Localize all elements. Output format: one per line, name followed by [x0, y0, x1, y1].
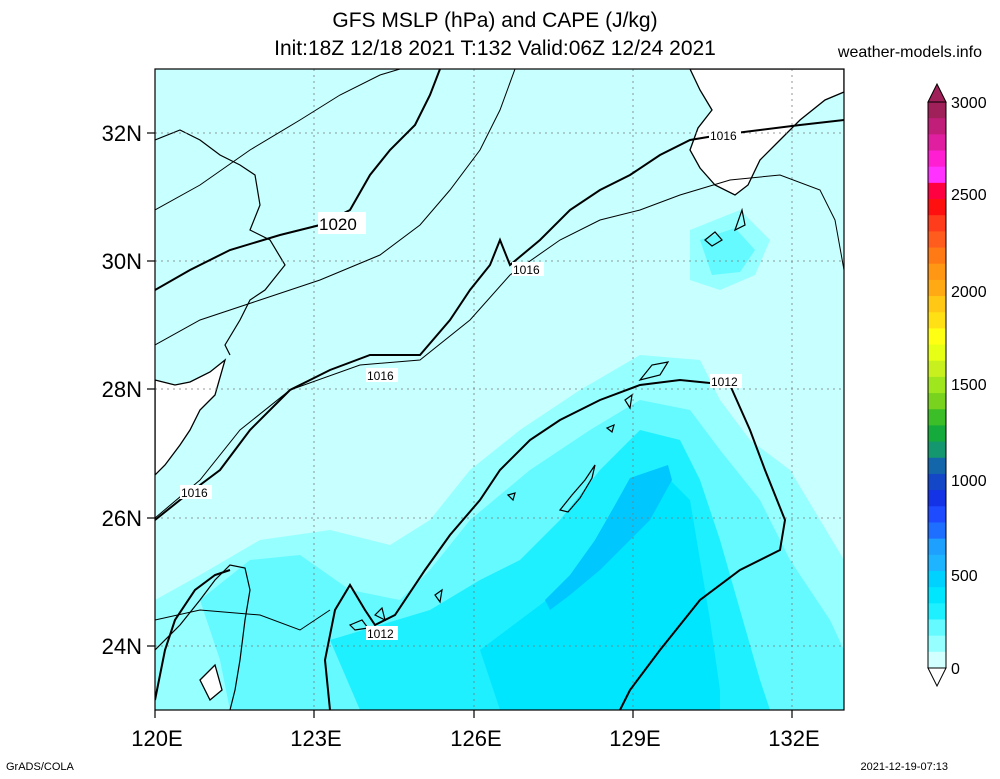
colorbar-segment	[928, 231, 946, 249]
colorbar-segment	[928, 409, 946, 426]
isobar-label-1016-c: 1016	[367, 369, 394, 383]
map-subtitle: Init:18Z 12/18 2021 T:132 Valid:06Z 12/2…	[274, 37, 716, 60]
land-taiwan-coast	[155, 564, 251, 710]
colorbar-segment	[928, 651, 946, 669]
isobar-label-1016-d: 1016	[181, 486, 208, 500]
colorbar-label-500: 500	[951, 568, 978, 585]
colorbar-label-1000: 1000	[951, 473, 987, 490]
colorbar-segment	[928, 263, 946, 281]
colorbar-segment	[928, 166, 946, 184]
lon-label-120e: 120E	[131, 726, 182, 751]
isobars-bold	[155, 69, 844, 710]
colorbar-segment	[928, 118, 946, 135]
colorbar-segment	[928, 150, 946, 168]
footer-credit: GrADS/COLA	[6, 761, 74, 773]
colorbar-min-arrow	[927, 667, 947, 688]
colorbar-segment	[928, 182, 946, 200]
colorbar-segment	[928, 587, 946, 604]
footer-timestamp: 2021-12-19-07:13	[860, 761, 948, 773]
lat-label-24n: 24N	[102, 634, 142, 659]
isobar-label-1020: 1020	[319, 215, 357, 234]
cape-shade-east-north2	[700, 228, 755, 275]
colorbar-label-0: 0	[951, 661, 960, 678]
axis-ticks	[147, 132, 793, 718]
cape-shade-max	[545, 465, 672, 610]
isobars-thin	[155, 69, 844, 631]
island-okinawa	[558, 464, 596, 513]
land-kyushu	[689, 69, 844, 196]
map-title: GFS MSLP (hPa) and CAPE (J/kg)	[332, 9, 658, 32]
colorbar-segment	[928, 328, 946, 346]
land-taiwan	[199, 663, 223, 702]
colorbar-segment	[928, 635, 946, 653]
island-amami	[638, 361, 670, 382]
isobar-label-1016-b: 1016	[513, 263, 540, 277]
colorbar-segment	[928, 215, 946, 232]
island-tanegashima	[704, 207, 746, 247]
colorbar-segment	[928, 570, 946, 588]
colorbar-label-2000: 2000	[951, 284, 987, 301]
land-china	[155, 358, 227, 476]
colorbar-segment	[928, 247, 946, 265]
colorbar-segment	[928, 296, 946, 313]
colorbar-segment	[928, 441, 946, 459]
colorbar-segment	[928, 344, 946, 362]
lon-label-129e: 129E	[609, 726, 660, 751]
colorbar-max-arrow	[927, 82, 947, 103]
colorbar-segment	[928, 473, 946, 491]
isobar-labels: 1020 1016 1016 1016 1016 1012 1012	[180, 128, 742, 641]
lat-label-30n: 30N	[102, 249, 142, 274]
lat-label-26n: 26N	[102, 506, 142, 531]
colorbar-segment	[928, 199, 946, 216]
lon-label-126e: 126E	[450, 726, 501, 751]
lon-label-123e: 123E	[290, 726, 341, 751]
colorbar-segment	[928, 376, 946, 394]
map-grid	[155, 69, 844, 710]
colorbar-segment	[928, 619, 946, 637]
colorbar-segment	[928, 312, 946, 329]
colorbar-segment	[928, 102, 946, 119]
latitude-labels: 32N 30N 28N 26N 24N	[102, 121, 142, 659]
colorbar-segment	[928, 279, 946, 297]
isobar-label-1016-a: 1016	[710, 129, 737, 143]
isobar-label-1012-b: 1012	[367, 627, 394, 641]
longitude-labels: 120E 123E 126E 129E 132E	[131, 726, 819, 751]
colorbar-segment	[928, 522, 946, 540]
colorbar-segment	[928, 506, 946, 523]
colorbar-label-1500: 1500	[951, 377, 987, 394]
colorbar-label-2500: 2500	[951, 187, 987, 204]
colorbar-segment	[928, 538, 946, 556]
colorbar-segment	[928, 457, 946, 475]
colorbar-label-3000: 3000	[951, 95, 987, 112]
lat-label-28n: 28N	[102, 377, 142, 402]
colorbar-segment	[928, 490, 946, 507]
lon-label-132e: 132E	[768, 726, 819, 751]
map-area: 1020 1016 1016 1016 1016 1012 1012	[155, 69, 844, 710]
cape-colorbar	[927, 82, 947, 688]
lat-label-32n: 32N	[102, 121, 142, 146]
colorbar-segment	[928, 134, 946, 152]
colorbar-segment	[928, 393, 946, 410]
site-credit[interactable]: weather-models.info	[837, 44, 982, 61]
colorbar-segment	[928, 360, 946, 378]
isobar-label-1012-a: 1012	[711, 375, 738, 389]
colorbar-segment	[928, 425, 946, 443]
colorbar-segment	[928, 554, 946, 572]
island-small	[506, 393, 633, 502]
colorbar-labels: 3000 2500 2000 1500 1000 500 0	[951, 95, 987, 678]
land-china-coast-north	[155, 129, 286, 356]
colorbar-segment	[928, 603, 946, 620]
